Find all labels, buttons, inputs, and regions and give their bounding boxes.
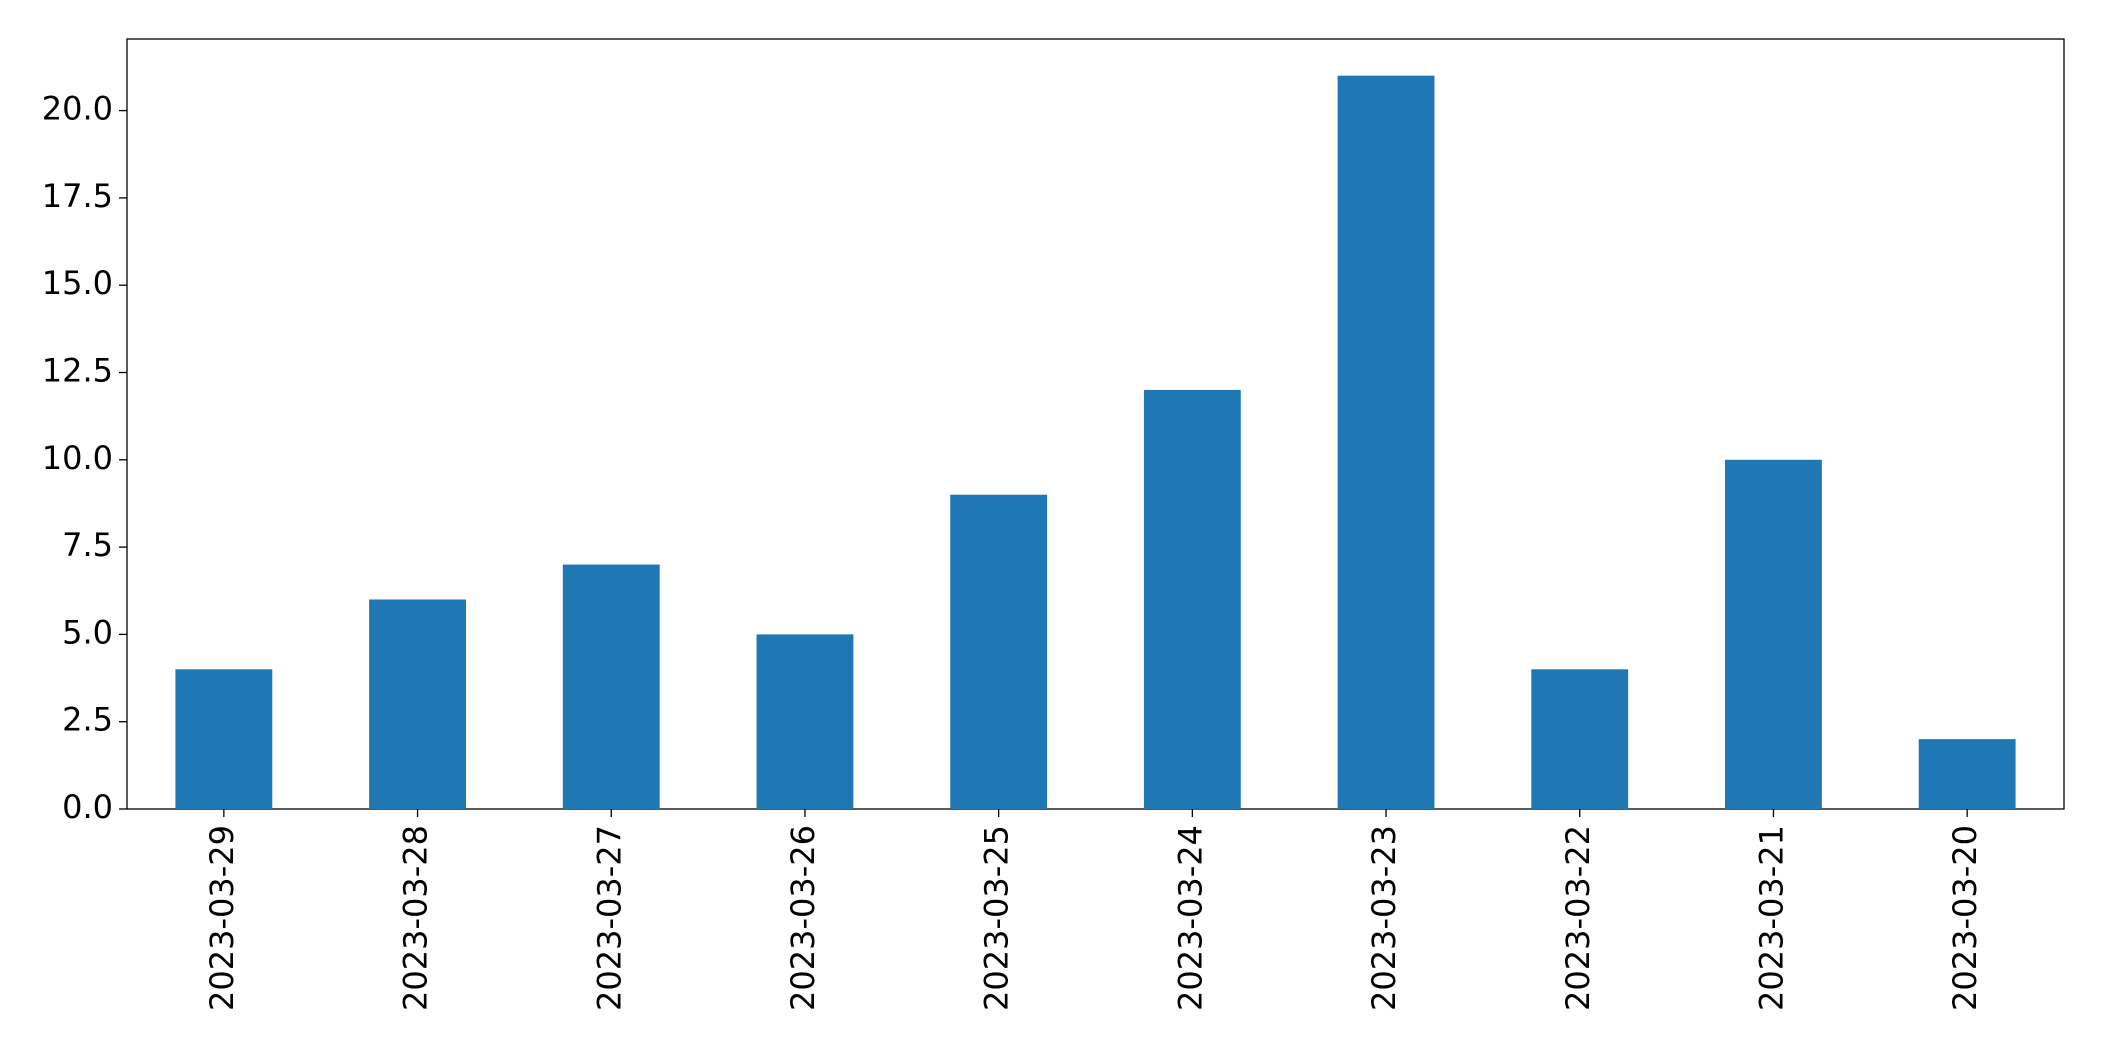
x-tick-label: 2023-03-22 (1559, 825, 1597, 1011)
y-tick-label: 5.0 (62, 613, 113, 651)
bar (562, 564, 660, 809)
x-tick-label: 2023-03-26 (784, 825, 822, 1011)
y-tick-label: 12.5 (42, 351, 113, 389)
y-tick-label: 2.5 (62, 701, 113, 739)
bar (175, 669, 273, 809)
bar (1531, 669, 1629, 809)
x-tick-label: 2023-03-28 (397, 825, 435, 1011)
bar (1143, 389, 1241, 809)
y-tick-label: 0.0 (62, 788, 113, 826)
x-tick-label: 2023-03-25 (978, 825, 1016, 1011)
y-tick-label: 17.5 (42, 177, 113, 215)
x-tick-label: 2023-03-20 (1946, 825, 1984, 1011)
x-tick-label: 2023-03-29 (203, 825, 241, 1011)
x-tick-label: 2023-03-23 (1365, 825, 1403, 1011)
x-tick-label: 2023-03-21 (1752, 825, 1790, 1011)
bar (756, 634, 854, 809)
bar (1725, 459, 1822, 809)
bar (1337, 75, 1435, 809)
bar (950, 494, 1048, 809)
y-tick-label: 15.0 (42, 264, 113, 302)
y-tick-label: 20.0 (42, 90, 113, 128)
y-tick-label: 10.0 (42, 439, 113, 477)
x-tick-label: 2023-03-27 (590, 825, 628, 1011)
x-tick-label: 2023-03-24 (1171, 825, 1209, 1011)
bar (369, 599, 466, 809)
bar (1918, 739, 2016, 809)
y-tick-label: 7.5 (62, 526, 113, 564)
plot-frame (126, 38, 2065, 810)
